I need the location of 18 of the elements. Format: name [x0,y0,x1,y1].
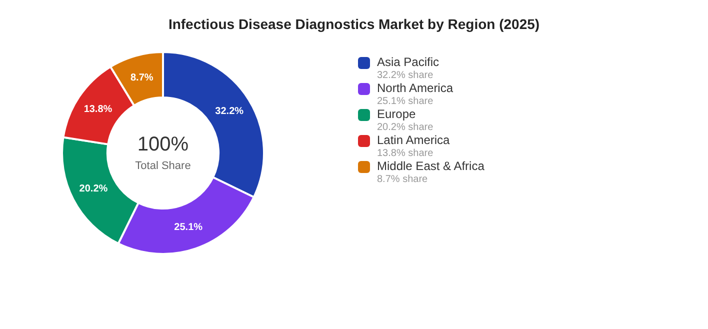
legend-label: Latin America [377,133,450,148]
legend-label: North America [377,81,454,96]
legend-label: Middle East & Africa [377,159,484,174]
text: 100% [137,134,189,156]
text: 8.7% share [377,174,429,185]
text: 32.2% share [377,70,434,81]
chart-title: Infectious Disease Diagnostics Market by Region (2025) [167,15,541,34]
data-label: 25.1% [174,222,203,233]
text: Total Share [135,160,191,172]
data-label: 32.2% [215,106,244,118]
text: 25.1% share [377,96,434,107]
legend-label: Asia Pacific [377,55,440,70]
legend-label: Europe [377,107,417,122]
data-label: 13.8% [84,104,112,116]
text: 13.8% share [377,148,434,159]
text: 20.2% share [377,122,434,133]
data-label: 20.2% [79,184,108,195]
data-label: 8.7% [130,72,154,84]
